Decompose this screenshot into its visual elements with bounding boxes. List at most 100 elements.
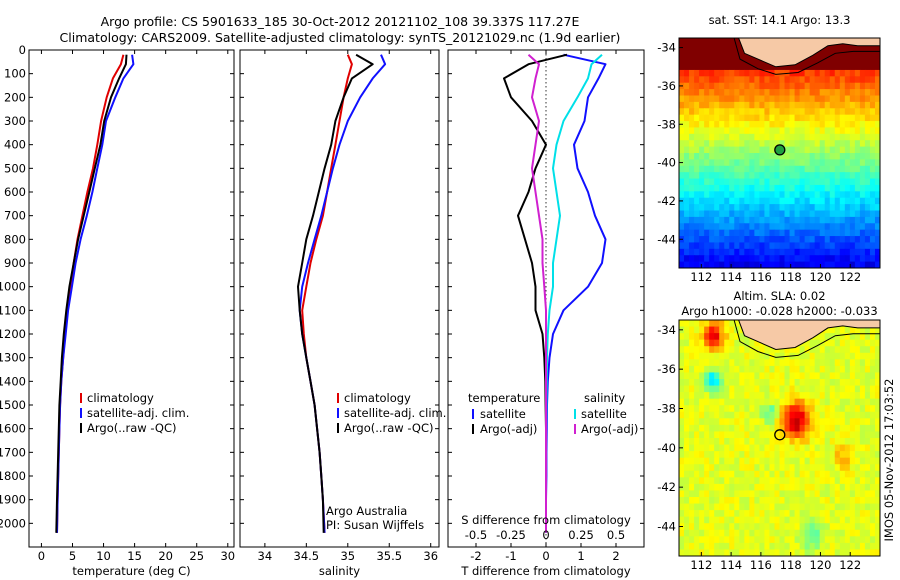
map-cell	[774, 159, 781, 167]
map-cell	[689, 490, 695, 498]
map-cell	[734, 178, 740, 186]
map-cell	[774, 523, 781, 531]
map-cell	[829, 523, 836, 531]
map-cell	[769, 392, 776, 400]
map-cell	[804, 95, 811, 103]
map-cell	[759, 523, 766, 531]
map-cell	[804, 457, 811, 465]
map-cell	[839, 470, 846, 478]
map-cell	[709, 38, 715, 45]
map-cell	[724, 210, 730, 218]
map-cell	[809, 411, 816, 419]
map-cell	[869, 197, 876, 205]
map-cell	[719, 197, 725, 205]
map-cell	[704, 536, 710, 544]
map-cell	[869, 255, 876, 263]
map-cell	[749, 398, 755, 406]
map-cell	[834, 483, 841, 492]
map-cell	[729, 339, 735, 347]
map-cell	[864, 153, 871, 160]
map-cell	[784, 63, 791, 71]
map-cell	[784, 398, 791, 406]
map-cell	[824, 63, 831, 71]
map-cell	[834, 333, 841, 341]
map-cell	[719, 379, 725, 387]
map-cell	[859, 385, 866, 393]
map-cell	[699, 153, 705, 160]
map-cell	[744, 236, 750, 244]
map-cell	[689, 236, 695, 244]
map-cell	[799, 133, 806, 141]
map-cell	[859, 503, 866, 511]
map-cell	[749, 510, 755, 518]
map-cell	[874, 365, 880, 374]
map-cell	[849, 76, 856, 84]
map-cell	[684, 178, 690, 186]
map-cell	[774, 178, 781, 186]
map-cell	[714, 529, 720, 537]
map-cell	[869, 398, 876, 406]
map-cell	[799, 216, 806, 224]
map-cell	[694, 50, 700, 58]
y-tick-label: 500	[4, 161, 26, 175]
map-cell	[834, 464, 841, 472]
map-cell	[734, 379, 740, 387]
map-cell	[689, 223, 695, 231]
map-cell	[859, 438, 866, 446]
map-cell	[689, 405, 695, 413]
map-cell	[804, 339, 811, 347]
map-cell	[854, 346, 861, 354]
map-cell	[799, 165, 806, 173]
map-cell	[739, 101, 745, 109]
map-cell	[824, 483, 831, 492]
map-cell	[719, 372, 725, 380]
map-cell	[814, 204, 821, 212]
map-cell	[869, 242, 876, 250]
map-cell	[844, 418, 851, 426]
map-cell	[874, 398, 880, 406]
map-cell	[749, 127, 755, 135]
map-cell	[714, 172, 720, 180]
map-cell	[824, 464, 831, 472]
map-cell	[749, 392, 755, 400]
map-cell	[824, 431, 831, 439]
map-cell	[859, 114, 866, 122]
map-cell	[874, 261, 880, 268]
map-cell	[834, 165, 841, 173]
map-cell	[684, 483, 690, 492]
map-cell	[689, 372, 695, 380]
map-cell	[764, 451, 771, 459]
map-cell	[679, 503, 685, 511]
map-cell	[799, 114, 806, 122]
map-cell	[789, 359, 796, 367]
map-cell	[799, 398, 806, 406]
map-cell	[824, 379, 831, 387]
map-cell	[759, 121, 766, 129]
map-cell	[799, 89, 806, 97]
map-cell	[874, 372, 880, 380]
map-cell	[704, 242, 710, 250]
map-cell	[704, 153, 710, 160]
map-cell	[834, 82, 841, 90]
map-cell	[749, 464, 755, 472]
map-cell	[844, 326, 851, 334]
map-cell	[764, 418, 771, 426]
map-cell	[724, 204, 730, 212]
map-cell	[799, 197, 806, 205]
map-cell	[824, 89, 831, 97]
map-cell	[754, 57, 761, 65]
map-cell	[804, 392, 811, 400]
map-cell	[704, 223, 710, 231]
map-cell	[699, 398, 705, 406]
map-cell	[834, 191, 841, 199]
map-cell	[679, 529, 685, 537]
map-cell	[679, 411, 685, 419]
map-cell	[794, 146, 801, 154]
map-cell	[869, 352, 876, 360]
map-cell	[769, 379, 776, 387]
map-cell	[694, 483, 700, 492]
x-tick-label: 30	[220, 549, 235, 563]
map-cell	[784, 146, 791, 154]
map-cell	[854, 95, 861, 103]
map-cell	[814, 159, 821, 167]
